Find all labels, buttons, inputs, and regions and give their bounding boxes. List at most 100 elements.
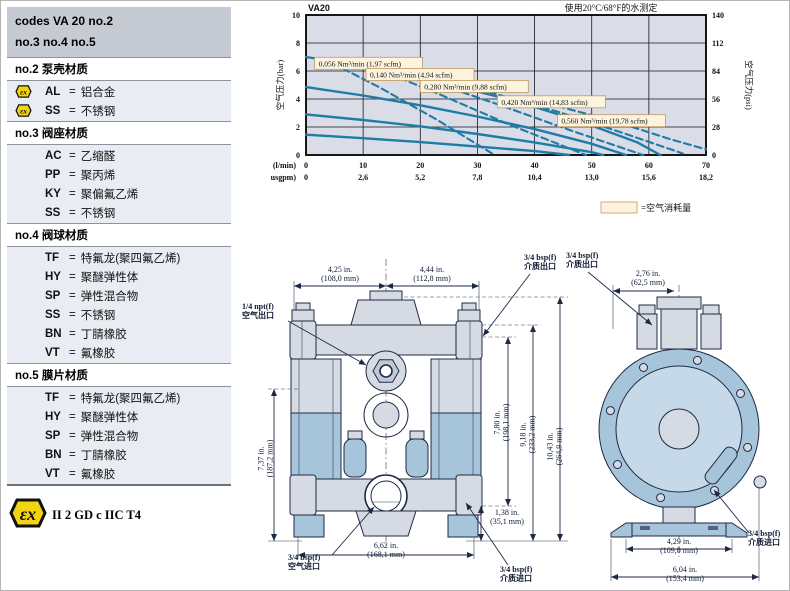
material-section-title: no.3 阀座材质 — [7, 121, 231, 145]
x-axis-tick-lmin: 20 — [416, 161, 424, 170]
air-consumption-curve — [556, 104, 708, 151]
front-view-drawing — [268, 259, 568, 566]
dim-height-manifold: 9,18 in. (233,2 mm) — [518, 415, 537, 454]
side-view-drawing — [587, 271, 767, 581]
material-name: 乙缩醛 — [80, 150, 116, 163]
x-axis-tick-usgpm: 18,2 — [699, 173, 713, 182]
x-axis-tick-usgpm: 2,6 — [358, 173, 368, 182]
x-axis-unit-lmin: (l/min) — [273, 161, 296, 170]
codes-header-line2: no.3 no.4 no.5 — [15, 35, 96, 49]
x-axis-unit-usgpm: (usgpm) — [271, 173, 296, 182]
y-axis-label-bar: 空气压力(bar) — [275, 60, 285, 111]
material-section-title: no.2 泵壳材质 — [7, 57, 231, 81]
performance-chart-svg: 0,056 Nm³/min (1,97 scfm) 0,140 Nm³/min (… — [268, 2, 754, 214]
port-label-media-outlet-side: 3/4 bsp(f) 介质出口 — [566, 251, 599, 269]
equals-sign: = — [69, 104, 76, 117]
dim-height-total: 10,43 in. (264,9 mm) — [545, 427, 564, 466]
material-item: εx SS = 不锈钢 — [7, 101, 231, 120]
material-item: SS = 不锈钢 — [7, 203, 231, 222]
material-item: εx AL = 铝合金 — [7, 82, 231, 101]
equals-sign: = — [69, 187, 76, 200]
material-code: TF — [45, 251, 60, 264]
y-axis-tick-psi: 28 — [712, 123, 720, 132]
material-name: 特氟龙(聚四氟乙烯) — [80, 252, 181, 265]
material-item: TF = 特氟龙(聚四氟乙烯) — [7, 388, 231, 407]
x-axis-tick-lmin: 60 — [645, 161, 653, 170]
material-code: SS — [45, 206, 61, 219]
x-axis-tick-lmin: 40 — [531, 161, 539, 170]
material-item: HY = 聚醚弹性体 — [7, 267, 231, 286]
material-name: 弹性混合物 — [80, 290, 139, 303]
material-name: 不锈钢 — [80, 207, 116, 220]
material-code: VT — [45, 346, 60, 359]
material-code: VT — [45, 467, 60, 480]
dimension-drawings: 4,25 in. (108,0 mm) 4,44 in. (112,8 mm) … — [236, 241, 789, 590]
x-axis-tick-lmin: 70 — [702, 161, 710, 170]
material-item: SP = 弹性混合物 — [7, 286, 231, 305]
x-axis-tick-usgpm: 10,4 — [528, 173, 542, 182]
chart-title: VA20 — [308, 3, 330, 13]
material-code: SS — [45, 308, 61, 321]
material-code: BN — [45, 327, 62, 340]
x-axis-tick-usgpm: 7,8 — [472, 173, 482, 182]
codes-header: codes VA 20 no.2 no.3 no.4 no.5 — [7, 7, 231, 57]
material-items: TF = 特氟龙(聚四氟乙烯) HY = 聚醚弹性体 SP = 弹性混合物 SS = 不锈钢 BN = 丁腈… — [7, 247, 231, 363]
material-name: 铝合金 — [80, 86, 116, 99]
material-name: 聚丙烯 — [80, 169, 116, 182]
dim-height-outlet: 7,80 in. (198,1 mm) — [492, 403, 511, 442]
atex-ex-icon: εx — [15, 85, 45, 98]
port-label-media-inlet-side: 3/4 bsp(f) 介质进口 — [748, 529, 781, 547]
air-consumption-curve — [322, 57, 496, 157]
material-items: AC = 乙缩醛 PP = 聚丙烯 KY = 聚偏氟乙烯 SS = 不锈钢 — [7, 145, 231, 223]
port-label-media-inlet-front: 3/4 bsp(f) 介质进口 — [500, 565, 533, 583]
atex-ex-icon: εx — [15, 104, 45, 117]
port-label-media-outlet-front: 3/4 bsp(f) 介质出口 — [524, 253, 557, 271]
material-item: BN = 丁腈橡胶 — [7, 324, 231, 343]
material-item: TF = 特氟龙(聚四氟乙烯) — [7, 248, 231, 267]
material-name: 不锈钢 — [80, 105, 116, 118]
svg-text:εx: εx — [20, 504, 36, 524]
x-axis-tick-usgpm: 13,0 — [585, 173, 599, 182]
material-sections: no.2 泵壳材质 εx AL = 铝合金 εx SS = 不锈钢 no.3 阀座材质 AC = 乙缩醛… — [7, 57, 231, 486]
air-consumption-label: 0,140 Nm³/min (4,94 scfm) — [370, 71, 453, 80]
material-code: SP — [45, 429, 61, 442]
material-codes-sidebar: codes VA 20 no.2 no.3 no.4 no.5 no.2 泵壳材… — [7, 7, 231, 486]
material-code: BN — [45, 448, 62, 461]
air-consumption-label: 0,420 Nm³/min (14,83 scfm) — [501, 98, 588, 107]
x-axis-tick-usgpm: 0 — [304, 173, 308, 182]
dim-width-left: 4,25 in. (108,0 mm) — [321, 265, 359, 283]
material-code: TF — [45, 391, 60, 404]
material-item: VT = 氟橡胶 — [7, 464, 231, 483]
material-item: AC = 乙缩醛 — [7, 146, 231, 165]
equals-sign: = — [69, 391, 76, 404]
material-item: SS = 不锈钢 — [7, 305, 231, 324]
dim-width-bottom: 6,62 in. (168,1 mm) — [367, 541, 405, 559]
material-item: PP = 聚丙烯 — [7, 165, 231, 184]
material-item: SP = 弹性混合物 — [7, 426, 231, 445]
air-consumption-label: 0,280 Nm³/min (9,88 scfm) — [424, 82, 507, 91]
material-item: KY = 聚偏氟乙烯 — [7, 184, 231, 203]
material-name: 丁腈橡胶 — [80, 328, 127, 341]
x-axis-tick-lmin: 10 — [359, 161, 367, 170]
y-axis-tick-bar: 10 — [292, 11, 300, 20]
dim-width-right: 4,44 in. (112,8 mm) — [413, 265, 451, 283]
material-code: SP — [45, 289, 61, 302]
equals-sign: = — [69, 448, 76, 461]
material-section-title: no.5 膜片材质 — [7, 363, 231, 387]
y-axis-tick-psi: 0 — [712, 151, 716, 160]
chart-border — [305, 14, 707, 156]
y-axis-tick-psi: 84 — [712, 67, 720, 76]
material-items: TF = 特氟龙(聚四氟乙烯) HY = 聚醚弹性体 SP = 弹性混合物 BN = 丁腈橡胶 VT = 氟… — [7, 387, 231, 486]
equals-sign: = — [69, 467, 76, 480]
material-code: AL — [45, 85, 61, 98]
material-code: HY — [45, 410, 61, 423]
codes-header-line1: codes VA 20 no.2 — [15, 14, 114, 28]
port-label-air-outlet: 1/4 npt(f) 空气出口 — [242, 302, 274, 320]
x-axis-tick-usgpm: 5,2 — [415, 173, 425, 182]
y-axis-tick-bar: 2 — [296, 123, 300, 132]
material-name: 丁腈橡胶 — [80, 449, 127, 462]
material-name: 氟橡胶 — [80, 347, 116, 360]
equals-sign: = — [69, 149, 76, 162]
pump-drawing-svg — [268, 259, 767, 581]
